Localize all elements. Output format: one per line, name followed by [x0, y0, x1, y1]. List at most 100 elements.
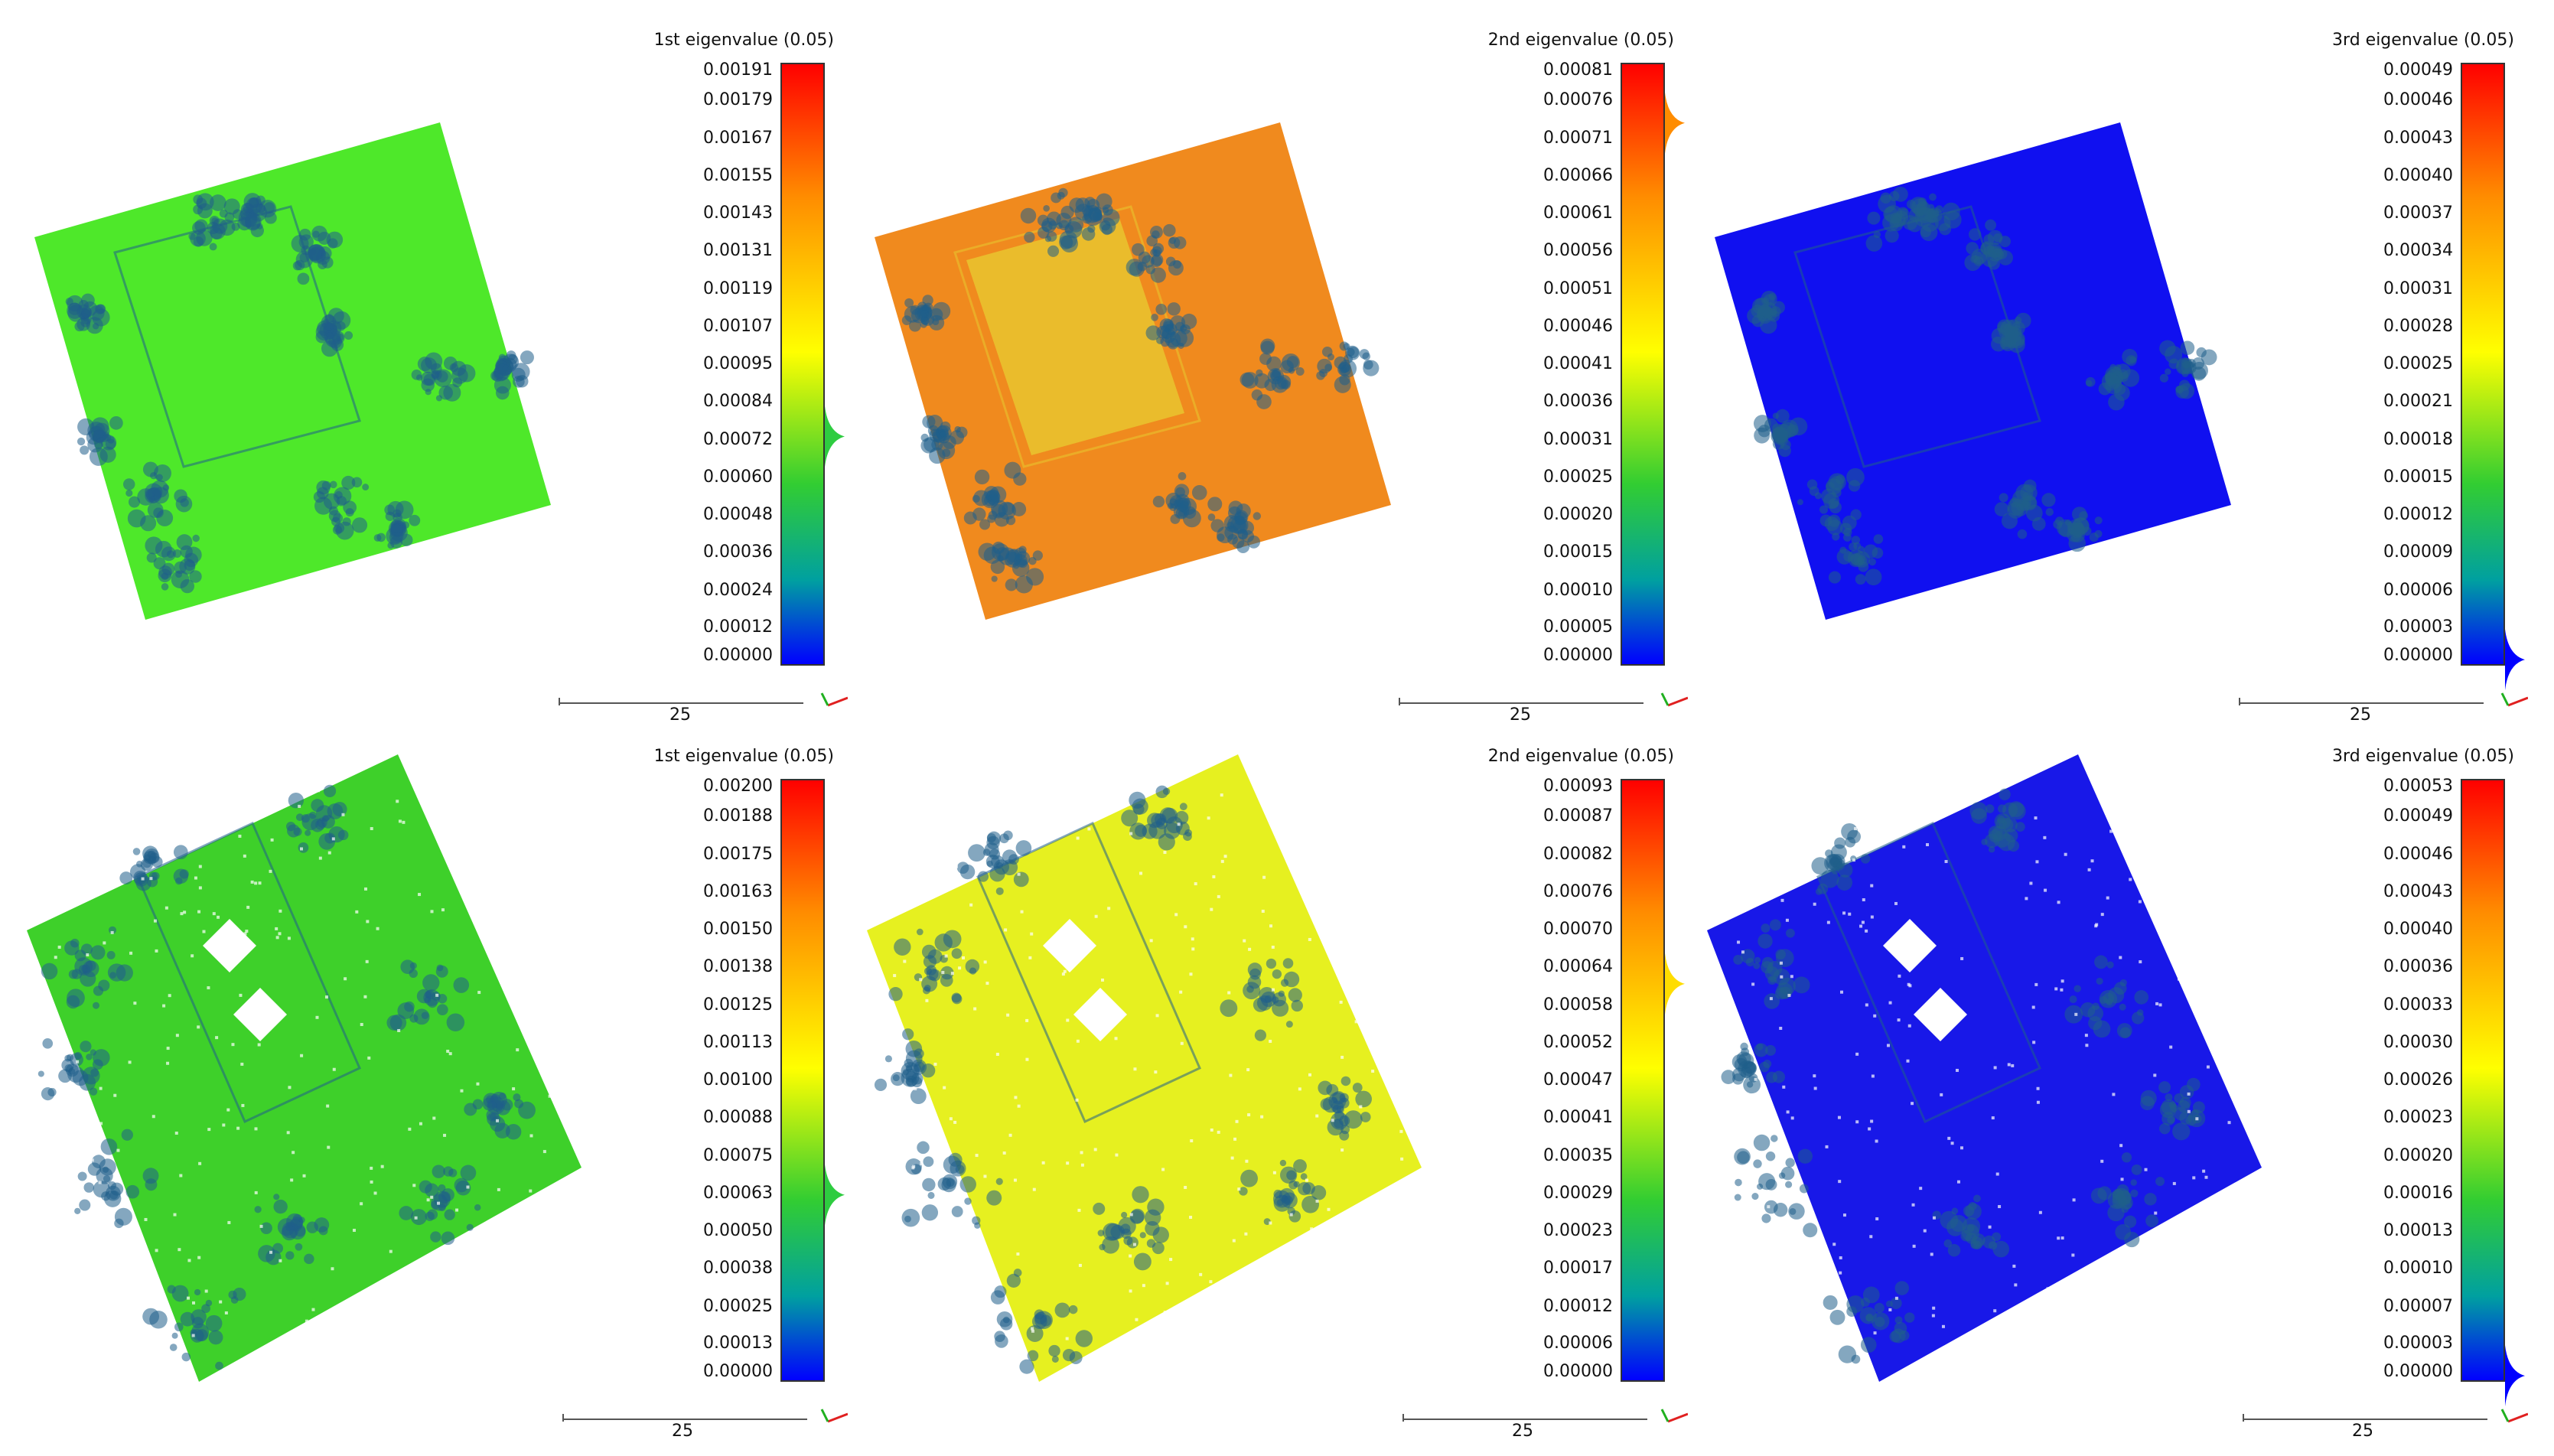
color-scale-tick-label: 0.00058 [1543, 995, 1613, 1015]
color-scale-tick-label: 0.00012 [1543, 1296, 1613, 1316]
color-scale-tick-label: 0.00056 [1543, 241, 1613, 261]
color-scale-tick-label: 0.00125 [703, 995, 773, 1015]
scale-bar-label: 25 [1510, 705, 1531, 725]
panel-1st-eigenvalue-bottom: 1st eigenvalue (0.05) 0.00200 0.00188 0.001… [0, 724, 848, 1441]
building-outline [976, 821, 1201, 1124]
histogram-peak [825, 1164, 845, 1226]
color-scale-tick-label: 0.00006 [1543, 1334, 1613, 1353]
color-scale-bar [1621, 779, 1665, 1382]
point-cloud-view[interactable] [1680, 8, 2522, 723]
color-scale-tick-label: 0.00179 [703, 90, 773, 110]
color-scale-bar [2461, 779, 2505, 1382]
panel-1st-eigenvalue-top: 1st eigenvalue (0.05) 0.00191 0.00179 0.001… [0, 8, 848, 725]
color-scale-bar [1621, 63, 1665, 666]
color-scale-tick-label: 0.00015 [1543, 542, 1613, 562]
color-scale-tick-label: 0.00087 [1543, 806, 1613, 826]
color-scale-tick-label: 0.00018 [2383, 429, 2453, 449]
color-scale-tick-label: 0.00040 [2383, 920, 2453, 939]
color-scale-tick-label: 0.00064 [1543, 957, 1613, 977]
color-scale-tick-label: 0.00175 [703, 844, 773, 864]
color-scale-tick-label: 0.00003 [2383, 617, 2453, 637]
color-scale-tick-label: 0.00035 [1543, 1145, 1613, 1165]
color-scale-tick-label: 0.00041 [1543, 354, 1613, 373]
color-scale-tick-label: 0.00030 [2383, 1032, 2453, 1052]
roof-diamond [1883, 919, 1937, 972]
color-scale-tick-label: 0.00049 [2383, 806, 2453, 826]
color-scale-tick-label: 0.00046 [2383, 844, 2453, 864]
color-scale-tick-label: 0.00013 [2383, 1221, 2453, 1240]
scalar-field-title: 3rd eigenvalue (0.05) [2332, 747, 2514, 766]
histogram-peak [1665, 92, 1685, 154]
color-scale-tick-label: 0.00047 [1543, 1070, 1613, 1090]
scalar-field-title: 1st eigenvalue (0.05) [653, 747, 834, 766]
color-scale-tick-label: 0.00025 [2383, 354, 2453, 373]
color-scale-tick-label: 0.00040 [2383, 165, 2453, 185]
color-scale-tick-label: 0.00060 [703, 467, 773, 487]
color-scale-tick-label: 0.00020 [1543, 505, 1613, 524]
roof-diamond [203, 919, 256, 972]
color-scale-tick-label: 0.00010 [1543, 580, 1613, 600]
color-scale-tick-label: 0.00075 [703, 1145, 773, 1165]
axis-triad-icon [820, 692, 848, 707]
color-scale-tick-label: 0.00088 [703, 1108, 773, 1128]
color-scale-tick-label: 0.00053 [2383, 777, 2453, 796]
color-scale-tick-label: 0.00003 [2383, 1334, 2453, 1353]
color-scale-tick-label: 0.00029 [1543, 1183, 1613, 1203]
scale-bar-label: 25 [2350, 705, 2371, 725]
color-scale-tick-label: 0.00200 [703, 777, 773, 796]
color-scale-tick-label: 0.00024 [703, 580, 773, 600]
color-scale-ticks: 0.00191 0.00179 0.00167 0.00155 0.00143 0.001… [658, 62, 773, 666]
color-scale-tick-label: 0.00006 [2383, 580, 2453, 600]
panel-3rd-eigenvalue-bottom: 3rd eigenvalue (0.05) 0.00053 0.00049 0.000… [1680, 724, 2528, 1441]
roof-diamond [233, 988, 287, 1041]
roof-diamond [1914, 988, 1967, 1041]
color-scale-ticks: 0.00081 0.00076 0.00071 0.00066 0.00061 0.000… [1498, 62, 1613, 666]
color-scale-tick-label: 0.00041 [1543, 1108, 1613, 1128]
color-scale-tick-label: 0.00036 [703, 542, 773, 562]
color-scale-tick-label: 0.00167 [703, 128, 773, 148]
scale-bar-line [1402, 1419, 1647, 1420]
scale-bar-line [562, 1419, 807, 1420]
color-scale-tick-label: 0.00046 [1543, 316, 1613, 336]
color-scale-tick-label: 0.00188 [703, 806, 773, 826]
point-cloud-view[interactable] [840, 8, 1682, 723]
scale-bar-label: 25 [2352, 1422, 2373, 1441]
color-scale-tick-label: 0.00051 [1543, 278, 1613, 298]
color-scale-tick-label: 0.00071 [1543, 128, 1613, 148]
color-scale-bar [780, 63, 825, 666]
color-scale-tick-label: 0.00013 [703, 1334, 773, 1353]
point-cloud-view[interactable] [1680, 724, 2522, 1439]
point-cloud-surface [1715, 122, 2231, 620]
scalar-field-title: 3rd eigenvalue (0.05) [2332, 31, 2514, 50]
color-scale-tick-label: 0.00012 [703, 617, 773, 637]
color-scale-tick-label: 0.00026 [2383, 1070, 2453, 1090]
building-outline [1816, 821, 2041, 1124]
color-scale-tick-label: 0.00150 [703, 920, 773, 939]
scale-bar-line [2243, 1419, 2487, 1420]
scale-bar-tick [559, 698, 560, 705]
color-scale-tick-label: 0.00093 [1543, 777, 1613, 796]
color-scale-ticks: 0.00093 0.00087 0.00082 0.00076 0.00070 0.000… [1498, 777, 1613, 1382]
color-scale-tick-label: 0.00070 [1543, 920, 1613, 939]
color-scale-tick-label: 0.00025 [703, 1296, 773, 1316]
scale-bar-tick [2239, 698, 2240, 705]
axis-triad-icon [1660, 1409, 1688, 1423]
histogram-peak [825, 406, 845, 467]
point-cloud-surface [867, 754, 1422, 1382]
point-cloud-view[interactable] [840, 724, 1682, 1439]
scalar-field-title: 2nd eigenvalue (0.05) [1487, 747, 1674, 766]
color-scale-tick-label: 0.00033 [2383, 995, 2453, 1015]
color-scale-tick-label: 0.00000 [703, 646, 773, 665]
color-scale-tick-label: 0.00025 [1543, 467, 1613, 487]
color-scale-tick-label: 0.00037 [2383, 204, 2453, 223]
point-cloud-view[interactable] [0, 8, 842, 723]
scale-bar-line [559, 702, 803, 704]
scalar-field-title: 1st eigenvalue (0.05) [653, 31, 834, 50]
color-scale-tick-label: 0.00046 [2383, 90, 2453, 110]
color-scale-tick-label: 0.00048 [703, 505, 773, 524]
color-scale-tick-label: 0.00000 [1543, 1362, 1613, 1381]
histogram-peak [1665, 953, 1685, 1015]
color-scale-tick-label: 0.00050 [703, 1221, 773, 1240]
axis-triad-icon [1660, 692, 1688, 707]
point-cloud-view[interactable] [0, 724, 842, 1439]
